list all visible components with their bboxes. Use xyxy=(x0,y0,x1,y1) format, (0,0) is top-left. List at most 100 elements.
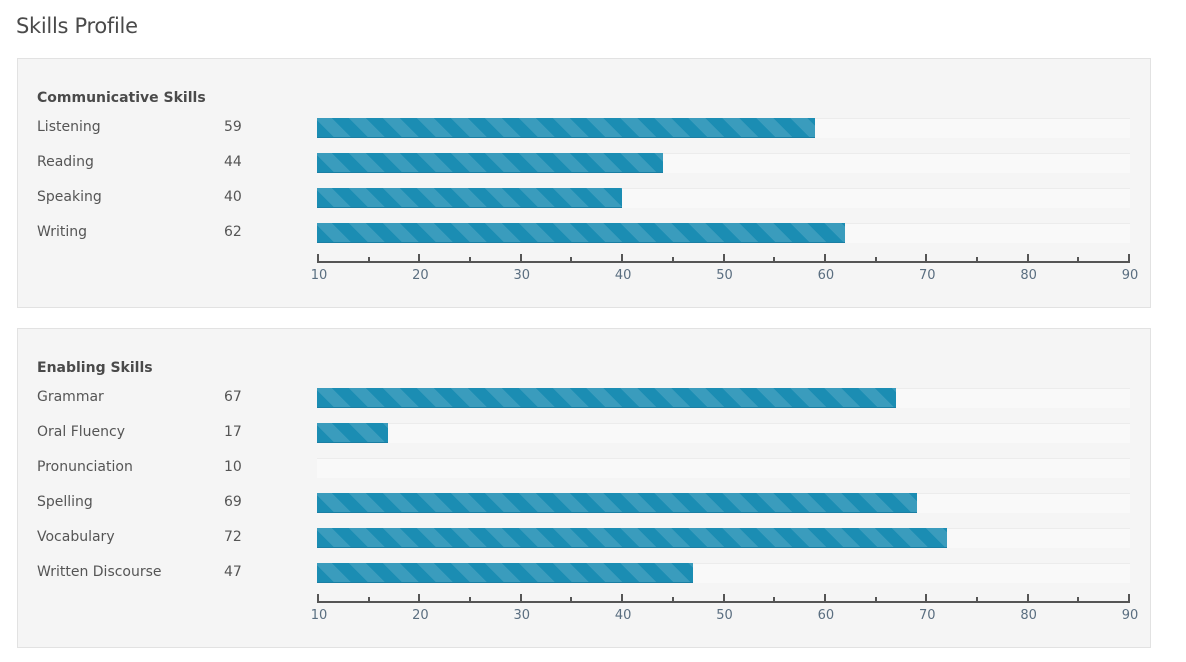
axis-tick xyxy=(317,594,319,602)
tick-label: 70 xyxy=(918,608,936,623)
axis-tick xyxy=(874,257,877,262)
tick-label: 60 xyxy=(817,608,835,623)
axis-tick xyxy=(621,594,624,602)
section-heading: Enabling Skills xyxy=(37,360,153,376)
axis-tick xyxy=(519,254,522,262)
skill-score: 59 xyxy=(224,119,242,135)
tick-label: 40 xyxy=(614,608,632,623)
skill-bar xyxy=(317,388,897,408)
axis-tick xyxy=(418,254,421,262)
axis-tick xyxy=(469,597,472,602)
bar-track xyxy=(317,188,1130,208)
axis-tick xyxy=(823,254,826,262)
axis-tick xyxy=(570,257,573,262)
skill-label: Speaking xyxy=(37,189,102,205)
skill-row: Speaking 40 xyxy=(18,188,1150,208)
skill-row: Reading 44 xyxy=(18,153,1150,173)
skill-score: 62 xyxy=(224,224,242,240)
skill-score: 72 xyxy=(224,529,242,545)
skill-bar xyxy=(317,153,663,173)
skill-score: 67 xyxy=(224,389,242,405)
bar-track xyxy=(317,388,1130,408)
skill-label: Grammar xyxy=(37,389,104,405)
axis-tick xyxy=(1077,257,1080,262)
axis-tick xyxy=(1128,594,1130,602)
axis-tick xyxy=(1128,254,1130,262)
skill-label: Pronunciation xyxy=(37,459,133,475)
axis-tick xyxy=(925,254,928,262)
axis-tick xyxy=(722,254,725,262)
axis-tick xyxy=(570,597,573,602)
skill-bar xyxy=(317,188,622,208)
skill-bar xyxy=(317,118,815,138)
communicative-skills-panel: Communicative Skills Listening 59 Reading 4… xyxy=(17,58,1151,308)
axis-tick xyxy=(773,597,776,602)
skill-label: Spelling xyxy=(37,494,93,510)
axis-tick xyxy=(367,597,370,602)
tick-label: 70 xyxy=(918,268,936,283)
axis-line xyxy=(317,601,1130,603)
skill-row: Vocabulary 72 xyxy=(18,528,1150,548)
skill-score: 44 xyxy=(224,154,242,170)
skill-score: 10 xyxy=(224,459,242,475)
section-heading: Communicative Skills xyxy=(37,90,206,106)
skill-bar xyxy=(317,563,693,583)
tick-label: 10 xyxy=(310,608,328,623)
tick-label: 30 xyxy=(513,268,531,283)
bar-track xyxy=(317,423,1130,443)
tick-label: 30 xyxy=(513,608,531,623)
axis-tick xyxy=(367,257,370,262)
axis-tick xyxy=(317,254,319,262)
bar-track xyxy=(317,223,1130,243)
x-axis: 10 20 30 40 50 60 70 80 90 xyxy=(311,594,1138,624)
tick-label: 20 xyxy=(412,608,429,623)
tick-label: 90 xyxy=(1121,608,1139,623)
axis-tick xyxy=(418,594,421,602)
bar-track xyxy=(317,528,1130,548)
axis-tick xyxy=(975,257,978,262)
axis-tick xyxy=(621,254,624,262)
tick-label: 40 xyxy=(614,268,632,283)
axis-tick xyxy=(1077,597,1080,602)
axis-tick xyxy=(1026,254,1029,262)
skill-bar xyxy=(317,528,948,548)
axis-tick xyxy=(925,594,928,602)
bar-track xyxy=(317,563,1130,583)
axis-tick xyxy=(519,594,522,602)
skill-score: 69 xyxy=(224,494,242,510)
axis-tick xyxy=(671,257,674,262)
skill-bar xyxy=(317,493,917,513)
skill-label: Vocabulary xyxy=(37,529,115,545)
skill-label: Listening xyxy=(37,119,101,135)
page-title: Skills Profile xyxy=(16,14,138,38)
skill-label: Reading xyxy=(37,154,94,170)
axis-tick xyxy=(773,257,776,262)
axis-tick xyxy=(823,594,826,602)
tick-label: 50 xyxy=(716,268,733,283)
axis-tick xyxy=(1026,594,1029,602)
skill-row: Spelling 69 xyxy=(18,493,1150,513)
axis-tick xyxy=(975,597,978,602)
axis-tick xyxy=(722,594,725,602)
skill-score: 17 xyxy=(224,424,242,440)
skill-score: 47 xyxy=(224,564,242,580)
skill-bar xyxy=(317,423,389,443)
axis-tick xyxy=(469,257,472,262)
tick-label: 80 xyxy=(1020,268,1037,283)
skill-row: Grammar 67 xyxy=(18,388,1150,408)
skill-row: Pronunciation 10 xyxy=(18,458,1150,478)
tick-label: 60 xyxy=(817,268,835,283)
bar-track xyxy=(317,153,1130,173)
bar-track xyxy=(317,493,1130,513)
x-axis: 10 20 30 40 50 60 70 80 90 xyxy=(311,254,1138,284)
axis-tick xyxy=(671,597,674,602)
skill-label: Writing xyxy=(37,224,87,240)
tick-label: 20 xyxy=(412,268,429,283)
skill-label: Oral Fluency xyxy=(37,424,125,440)
tick-label: 80 xyxy=(1020,608,1037,623)
skill-row: Listening 59 xyxy=(18,118,1150,138)
bar-track xyxy=(317,118,1130,138)
skill-row: Oral Fluency 17 xyxy=(18,423,1150,443)
tick-label: 50 xyxy=(716,608,733,623)
skill-bar xyxy=(317,223,846,243)
